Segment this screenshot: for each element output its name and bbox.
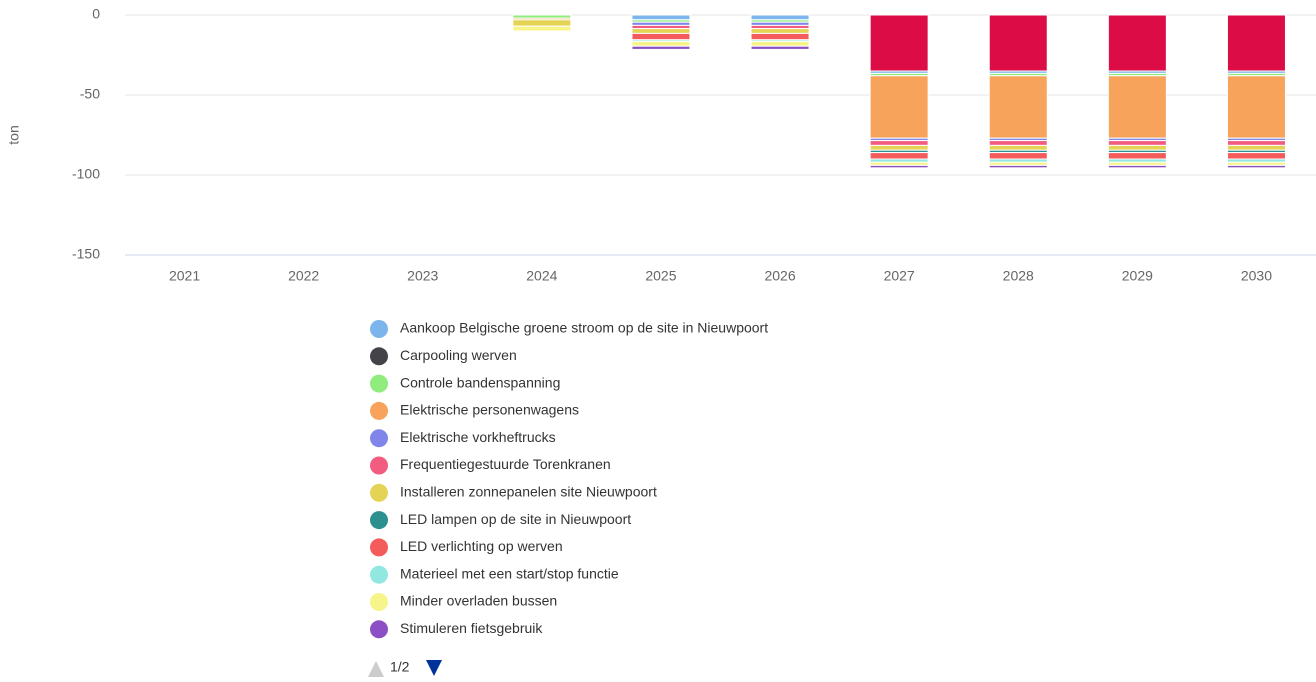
legend-label: Minder overladen bussen [400,593,557,609]
legend-marker [370,483,388,502]
bar-segment [988,14,1048,72]
bar-segment [869,144,929,151]
legend-label: Elektrische vorkheftrucks [400,429,556,445]
legend-label: Aankoop Belgische groene stroom op de si… [400,320,768,336]
legend-marker [370,565,388,584]
legend-marker [370,620,388,639]
x-tick-label: 2026 [764,268,795,284]
bar-segment [869,140,929,146]
bar-segment [1107,164,1167,169]
legend-marker [370,401,388,420]
bar-segment [1107,144,1167,151]
bar-segment [631,32,691,41]
bar-segment [988,140,1048,146]
bar-segment [1226,152,1286,160]
y-tick-label: -50 [80,86,100,102]
bar-segment [1226,164,1286,169]
legend-label: Installeren zonnepanelen site Nieuwpoort [400,484,657,500]
bar-segment [1107,140,1167,146]
bar-segment [869,75,929,139]
bar-segment [631,28,691,34]
y-tick-label: -150 [72,246,100,262]
bar-segment [631,45,691,50]
legend-label: Carpooling werven [400,347,517,363]
bar-segment [750,28,810,34]
legend-page: 1/2 [390,659,410,675]
x-tick-label: 2022 [288,268,319,284]
legend-prev[interactable] [368,661,384,677]
legend-marker [370,320,388,338]
legend-label: LED lampen op de site in Nieuwpoort [400,511,631,527]
legend-marker [370,374,388,393]
legend-label: Controle bandenspanning [400,374,560,390]
bar-segment [988,152,1048,160]
legend-next[interactable] [426,660,442,676]
legend-label: Stimuleren fietsgebruik [400,620,543,636]
bar-segment [1226,14,1286,72]
bar-segment [988,164,1048,169]
x-tick-label: 2030 [1241,268,1272,284]
bar-segment [750,40,810,47]
legend-label: Frequentiegestuurde Torenkranen [400,456,611,472]
y-tick-label: -100 [72,166,100,182]
bar-segment [512,25,572,32]
x-tick-label: 2024 [526,268,557,284]
x-tick-label: 2028 [1003,268,1034,284]
x-tick-label: 2025 [645,268,676,284]
y-tick-label: 0 [92,6,100,22]
bar-segment [750,45,810,50]
bar-segment [1107,14,1167,72]
bar-segment [631,40,691,47]
bar-segment [869,152,929,160]
bar-segment [1107,75,1167,139]
legend-label: LED verlichting op werven [400,538,563,554]
bar-segment [869,14,929,72]
legend-label: Elektrische personenwagens [400,402,579,418]
x-tick-label: 2029 [1122,268,1153,284]
legend-marker [370,429,388,448]
x-tick-label: 2023 [407,268,438,284]
x-tick-label: 2027 [884,268,915,284]
bar-segment [1226,144,1286,151]
bar-segment [988,75,1048,139]
bar-segment [988,144,1048,151]
legend-marker [370,511,388,530]
bar-segment [631,14,691,21]
legend-marker [370,593,388,611]
x-tick-label: 2021 [169,268,200,284]
legend-marker [370,538,388,557]
bar-segment [1226,75,1286,139]
bar-segment [869,164,929,169]
legend-marker [370,456,388,475]
y-axis-label: ton [6,125,22,144]
bar-segment [750,14,810,21]
bar-segment [1107,152,1167,160]
bar-segment [750,32,810,41]
bar-segment [1226,140,1286,146]
legend-label: Materieel met een start/stop functie [400,565,619,581]
legend-marker [370,347,388,366]
bar-segment [512,19,572,27]
